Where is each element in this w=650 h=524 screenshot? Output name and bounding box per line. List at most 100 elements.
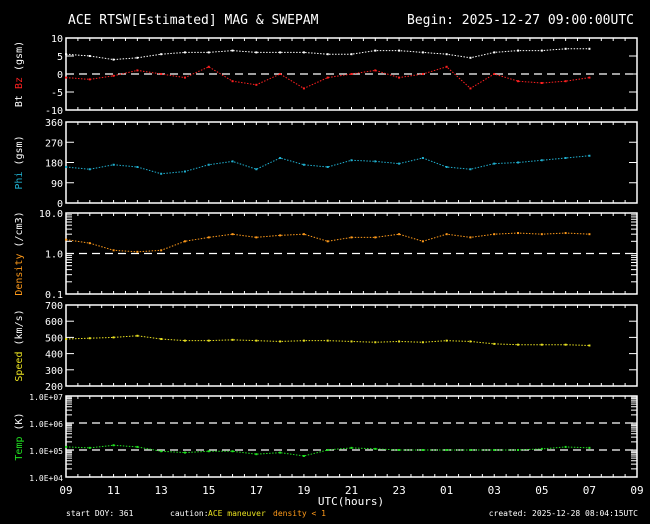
data-point-phi bbox=[207, 163, 210, 166]
data-point-speed bbox=[231, 338, 234, 341]
data-point-bt bbox=[564, 47, 567, 50]
data-point-bt bbox=[469, 56, 472, 59]
data-point-bz bbox=[469, 87, 472, 90]
y-axis-label: Density (/cm3) bbox=[14, 211, 25, 295]
data-point-phi bbox=[279, 157, 282, 159]
data-point-speed bbox=[160, 338, 163, 341]
data-point-density bbox=[160, 249, 163, 252]
data-point-temp bbox=[564, 445, 567, 448]
data-point-bz bbox=[231, 80, 234, 83]
y-tick-label: 600 bbox=[45, 317, 63, 328]
series-line-phi bbox=[65, 155, 590, 175]
panel-0: 10 5 0 -5 -10 Bt Bz (gsm) bbox=[14, 34, 638, 117]
x-tick-label: 05 bbox=[535, 484, 548, 497]
data-point-bz bbox=[445, 65, 448, 68]
series-line-bt bbox=[65, 48, 590, 61]
data-point-phi bbox=[136, 166, 139, 168]
y-tick-label: 90 bbox=[51, 179, 63, 190]
panel-3: 700 600 500 400 300 200 Speed (km/s) bbox=[14, 301, 638, 393]
data-point-temp bbox=[398, 449, 401, 451]
data-point-speed bbox=[445, 339, 448, 342]
x-tick-label: 09 bbox=[59, 484, 72, 497]
y-axis-label: Phi (gsm) bbox=[14, 135, 25, 189]
data-point-temp bbox=[302, 454, 305, 457]
y-axis-label-part: Phi bbox=[14, 172, 25, 190]
x-tick-label: 15 bbox=[202, 484, 215, 497]
data-point-temp bbox=[183, 451, 186, 454]
caution-maneuver: ACE maneuver bbox=[208, 509, 266, 518]
data-point-density bbox=[469, 236, 472, 239]
x-tick-label: 03 bbox=[488, 484, 501, 497]
data-point-bz bbox=[279, 73, 282, 75]
data-point-temp bbox=[65, 445, 67, 448]
data-point-bt bbox=[183, 51, 186, 54]
y-tick-label: 10.0 bbox=[39, 209, 63, 220]
data-point-bt bbox=[493, 51, 496, 54]
y-tick-label: 1.0E+07 bbox=[29, 393, 63, 402]
data-point-bz bbox=[374, 69, 377, 72]
y-axis-label: Speed (km/s) bbox=[14, 309, 25, 381]
y-tick-label: 1.0E+04 bbox=[29, 474, 63, 483]
data-point-speed bbox=[564, 343, 567, 346]
start-doy: start DOY: 361 bbox=[66, 509, 134, 518]
y-tick-label: 5 bbox=[57, 52, 63, 63]
data-point-bt bbox=[588, 47, 591, 50]
data-point-temp bbox=[326, 449, 329, 451]
y-tick-label: -10 bbox=[45, 106, 63, 117]
data-point-bt bbox=[112, 58, 115, 61]
data-point-phi bbox=[183, 170, 186, 173]
data-point-temp bbox=[88, 446, 91, 449]
data-point-bz bbox=[326, 76, 329, 79]
data-point-speed bbox=[183, 339, 186, 342]
data-point-bz bbox=[493, 73, 496, 75]
data-point-phi bbox=[350, 159, 353, 162]
data-point-bz bbox=[302, 87, 305, 90]
data-point-speed bbox=[588, 344, 591, 347]
data-point-speed bbox=[326, 339, 329, 342]
panel-frame bbox=[65, 121, 638, 204]
data-point-density bbox=[136, 250, 139, 253]
y-axis-label-part: (gsm) bbox=[14, 135, 25, 171]
data-point-bz bbox=[183, 76, 186, 79]
series-line-temp bbox=[65, 444, 590, 457]
data-point-density bbox=[88, 242, 91, 245]
data-point-speed bbox=[398, 340, 401, 343]
panel-2: 10.0 1.0 0.1 Density (/cm3) bbox=[14, 209, 638, 301]
data-point-phi bbox=[302, 163, 305, 166]
data-point-phi bbox=[374, 160, 377, 163]
data-point-speed bbox=[112, 336, 115, 339]
panel-frame bbox=[65, 395, 638, 478]
panel-4: 1.0E+07 1.0E+06 1.0E+05 1.0E+04 Temp (K) bbox=[14, 393, 638, 483]
data-point-phi bbox=[445, 166, 448, 168]
data-point-bz bbox=[350, 73, 353, 75]
data-point-temp bbox=[421, 449, 424, 451]
data-point-density bbox=[326, 240, 329, 243]
y-axis-label-part: Bz bbox=[14, 77, 25, 95]
data-point-bt bbox=[398, 49, 401, 52]
data-point-speed bbox=[302, 339, 305, 342]
data-point-bt bbox=[350, 53, 353, 56]
y-tick-label: 360 bbox=[45, 118, 63, 129]
x-tick-label: 09 bbox=[630, 484, 643, 497]
data-point-density bbox=[421, 240, 424, 243]
data-point-bz bbox=[398, 76, 401, 79]
data-point-density bbox=[374, 236, 377, 239]
data-point-speed bbox=[350, 340, 353, 343]
data-point-phi bbox=[469, 168, 472, 171]
caution-label: caution: bbox=[170, 509, 209, 518]
data-point-bt bbox=[231, 49, 234, 52]
data-point-phi bbox=[112, 163, 115, 166]
y-tick-label: 180 bbox=[45, 159, 63, 170]
data-point-bz bbox=[65, 76, 67, 79]
data-point-phi bbox=[398, 162, 401, 165]
data-point-density bbox=[231, 233, 234, 236]
data-point-bt bbox=[255, 51, 258, 54]
data-point-bt bbox=[279, 51, 282, 54]
y-tick-label: 1.0E+06 bbox=[29, 420, 63, 429]
data-point-density bbox=[588, 233, 591, 236]
data-point-density bbox=[564, 232, 567, 235]
data-point-bz bbox=[88, 78, 91, 81]
x-tick-label: 01 bbox=[440, 484, 453, 497]
data-point-temp bbox=[445, 449, 448, 451]
